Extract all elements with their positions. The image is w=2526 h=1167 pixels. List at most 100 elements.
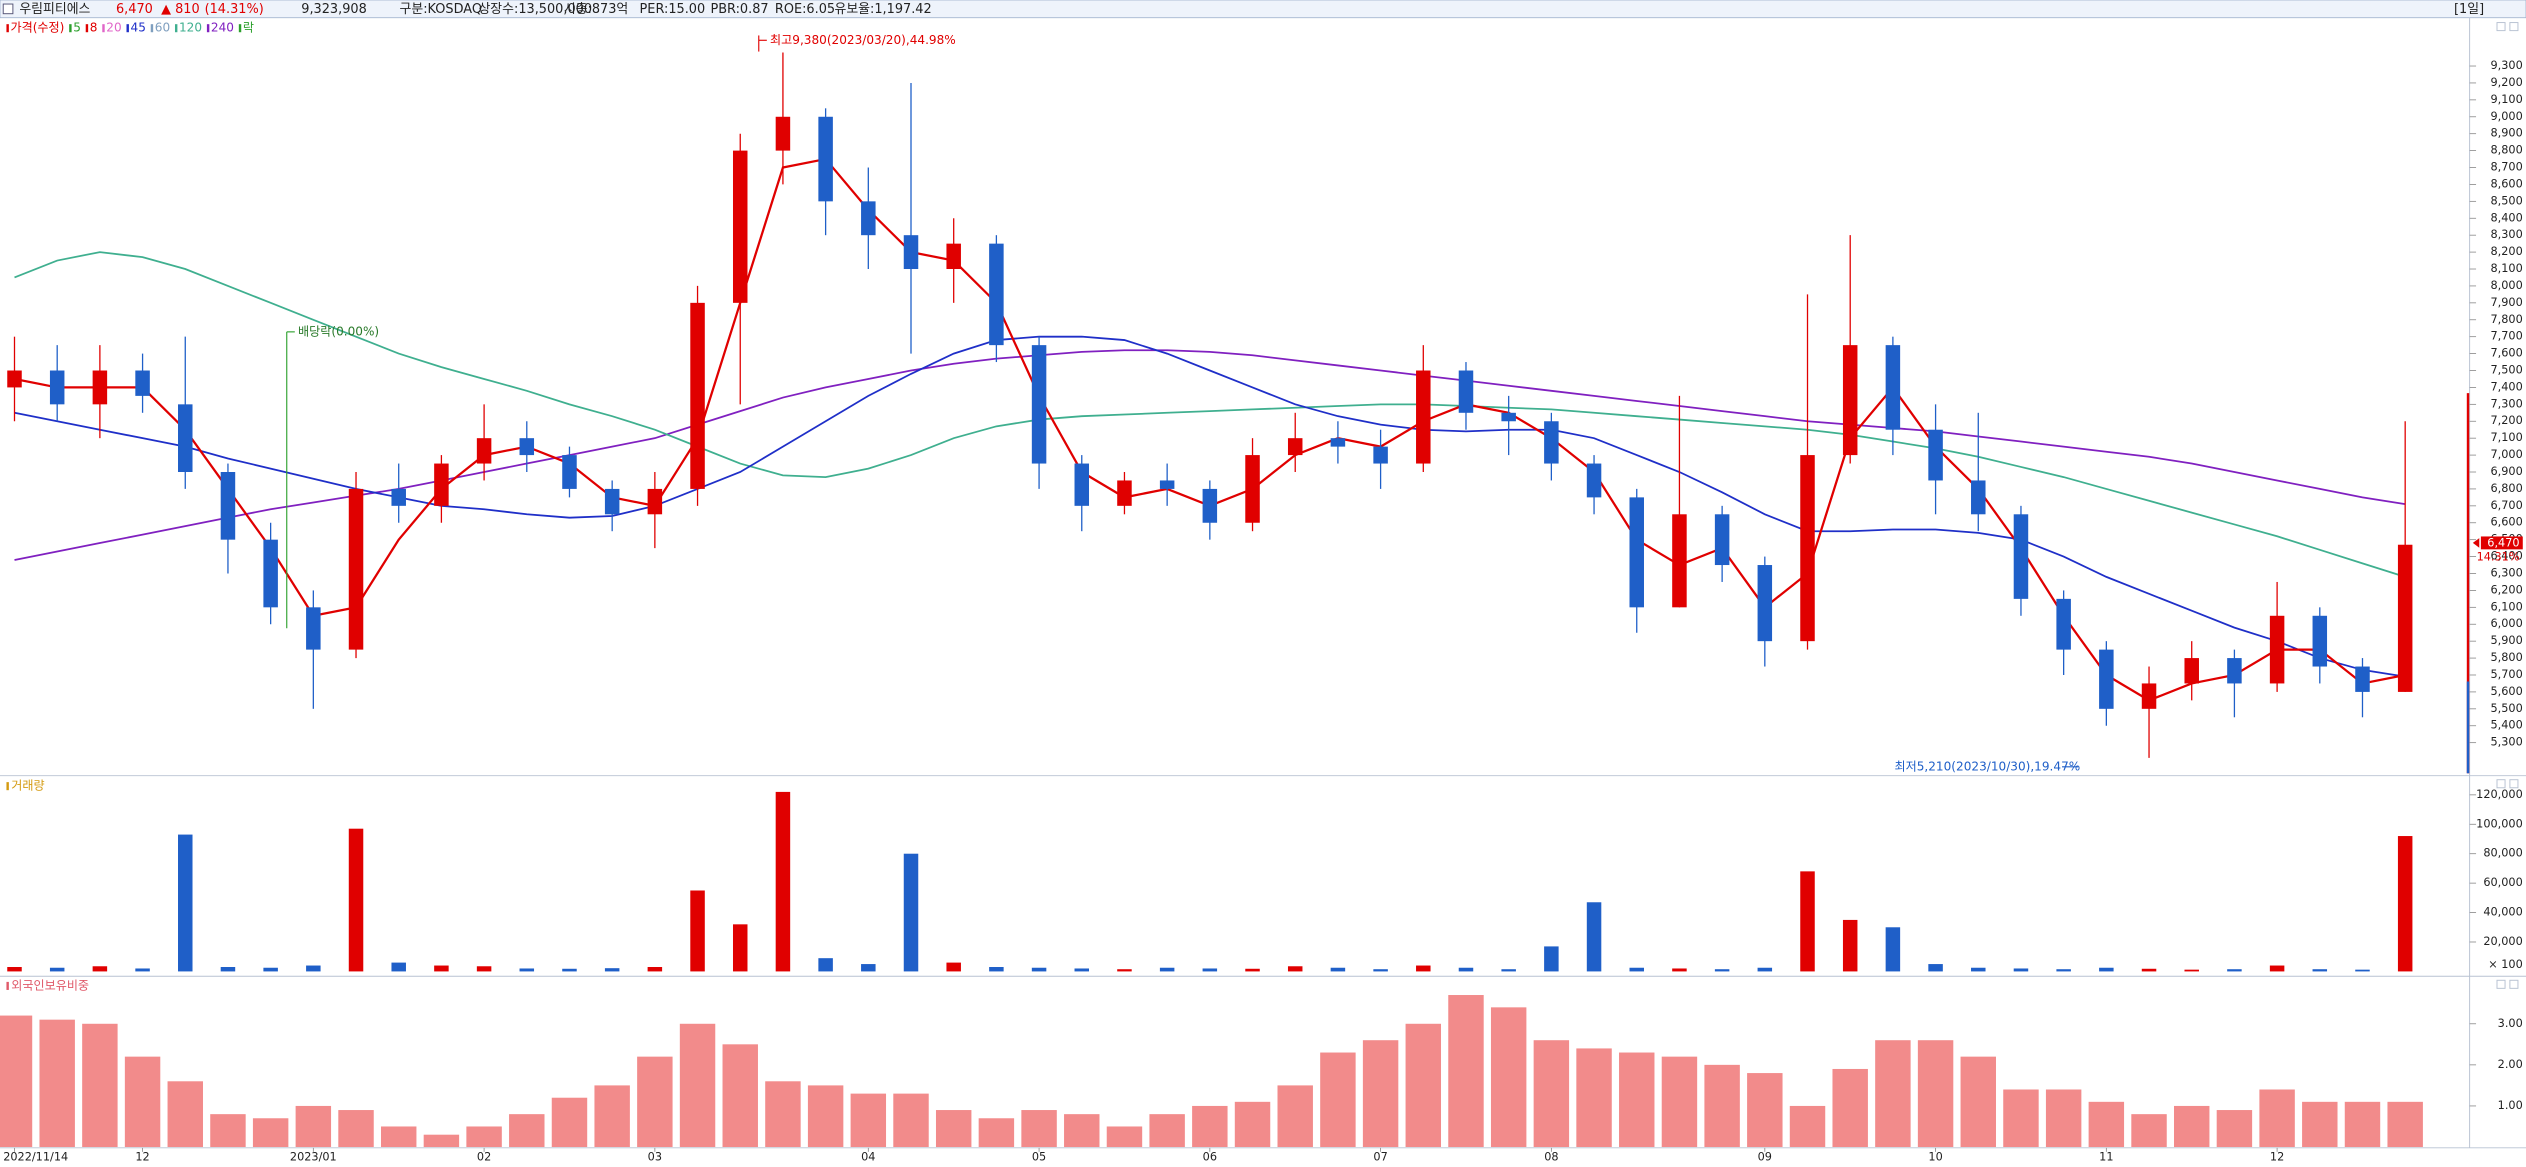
- per: PER:15.00: [640, 2, 706, 17]
- panel-button[interactable]: [2509, 979, 2519, 989]
- volume-bar: [1245, 968, 1260, 972]
- volume-bar: [2099, 967, 2114, 972]
- market-cap: 시총:873억: [564, 2, 628, 17]
- panel-button[interactable]: [2496, 22, 2506, 32]
- volume-bar: [2013, 968, 2029, 972]
- candle-body: [1971, 480, 1986, 515]
- volume-bar: [732, 924, 748, 972]
- ratio-bar: [935, 1110, 972, 1148]
- legend-swatch: [174, 24, 178, 33]
- ratio-bar: [423, 1134, 460, 1148]
- candle-body: [476, 438, 492, 464]
- ratio-bar: [2344, 1101, 2381, 1148]
- x-tick-label: 02: [477, 1150, 491, 1163]
- ratio-bar: [679, 1023, 716, 1148]
- ratio-bar: [1747, 1073, 1783, 1148]
- title-marker: [6, 782, 9, 791]
- volume-bar: [1629, 967, 1644, 972]
- ratio-bar: [807, 1085, 844, 1148]
- period[interactable]: [1일]: [2454, 2, 2484, 17]
- candle-body: [818, 116, 833, 202]
- volume-bar: [135, 968, 150, 972]
- candle-body: [1928, 429, 1943, 481]
- ratio-bar: [2302, 1101, 2338, 1148]
- candle-body: [2269, 615, 2285, 684]
- ratio-bar: [637, 1056, 673, 1148]
- legend-swatch: [6, 24, 9, 33]
- y-tick-label: 3.00: [2498, 1017, 2523, 1030]
- panel-button[interactable]: [2509, 22, 2519, 32]
- ratio-bar: [1448, 995, 1484, 1148]
- volume-bar: [476, 966, 492, 972]
- candle-body: [2355, 666, 2370, 692]
- volume-bar: [7, 967, 22, 972]
- legend-swatch: [126, 24, 129, 33]
- candle-body: [2099, 649, 2114, 709]
- legend-label: 가격(수정): [10, 21, 64, 35]
- y-tick-label: 6,900: [2491, 465, 2523, 478]
- volume-bar: [92, 966, 108, 972]
- panel-title: 거래량: [11, 779, 44, 793]
- ratio-bar: [551, 1097, 588, 1148]
- candle-body: [1586, 463, 1602, 498]
- ratio-bar: [2216, 1110, 2253, 1148]
- shares: 상장수:13,500,000: [478, 2, 592, 17]
- panel-button[interactable]: [2496, 779, 2506, 789]
- header-icon[interactable]: [2, 3, 14, 15]
- candle-body: [732, 150, 748, 303]
- volume-bar: [1885, 927, 1901, 972]
- legend-label: 20: [106, 21, 121, 35]
- volume-bar: [1031, 967, 1047, 972]
- volume-bar: [775, 791, 791, 972]
- volume-bar: [49, 967, 65, 972]
- volume-bar: [178, 834, 193, 972]
- ratio-bar: [466, 1126, 502, 1148]
- ratio-bar: [167, 1081, 203, 1148]
- x-tick-label: 07: [1373, 1150, 1387, 1163]
- ratio-bar: [380, 1126, 417, 1148]
- candle-body: [1800, 455, 1815, 642]
- y-tick-label: 6,300: [2491, 566, 2523, 579]
- y-tick-label: 6,000: [2491, 617, 2523, 630]
- y-tick-label: 40,000: [2483, 906, 2522, 919]
- y-tick-label: 7,700: [2491, 330, 2523, 343]
- panel-button[interactable]: [2496, 979, 2506, 989]
- volume-bar: [2184, 969, 2199, 972]
- volume-bar: [1074, 968, 1090, 972]
- candle-body: [2312, 615, 2328, 667]
- candle-body: [1458, 370, 1474, 413]
- price: 6,470: [116, 2, 153, 17]
- candle-body: [519, 438, 535, 456]
- candle-body: [1159, 480, 1175, 489]
- volume-bar: [1287, 966, 1303, 972]
- y-tick-label: 7,400: [2491, 380, 2523, 393]
- panel-frames: [0, 17, 2526, 1149]
- volume-bar: [1586, 902, 1602, 972]
- y-tick-label: 7,900: [2491, 296, 2523, 309]
- ratio-bar: [850, 1093, 887, 1148]
- y-tick-label: 9,100: [2491, 93, 2523, 106]
- ratio-bar: [1533, 1040, 1570, 1148]
- candle-body: [2141, 683, 2157, 709]
- y-tick-label: 5,700: [2491, 668, 2523, 681]
- candle-body: [1330, 438, 1346, 447]
- ratio-bar: [2045, 1089, 2082, 1148]
- x-tick-label: 2022/11/14: [3, 1150, 68, 1163]
- y-tick-label: 9,300: [2491, 59, 2523, 72]
- volume-bar: [903, 853, 919, 972]
- candle-body: [1202, 488, 1218, 523]
- ratio-bar: [1832, 1068, 1868, 1148]
- x-tick-label: 08: [1544, 1150, 1558, 1163]
- ratio-bar: [1704, 1064, 1740, 1148]
- roe: ROE:6.05: [775, 2, 835, 17]
- candle-body: [1416, 370, 1431, 464]
- legend-label: 45: [131, 21, 146, 35]
- panel-button[interactable]: [2509, 779, 2519, 789]
- y-tick-label: 80,000: [2483, 847, 2522, 860]
- ratio-bar: [1405, 1023, 1442, 1148]
- ratio-bar: [978, 1118, 1015, 1148]
- ratio-bar: [82, 1023, 118, 1148]
- volume-bar: [1757, 967, 1773, 972]
- candle-body: [1074, 463, 1090, 506]
